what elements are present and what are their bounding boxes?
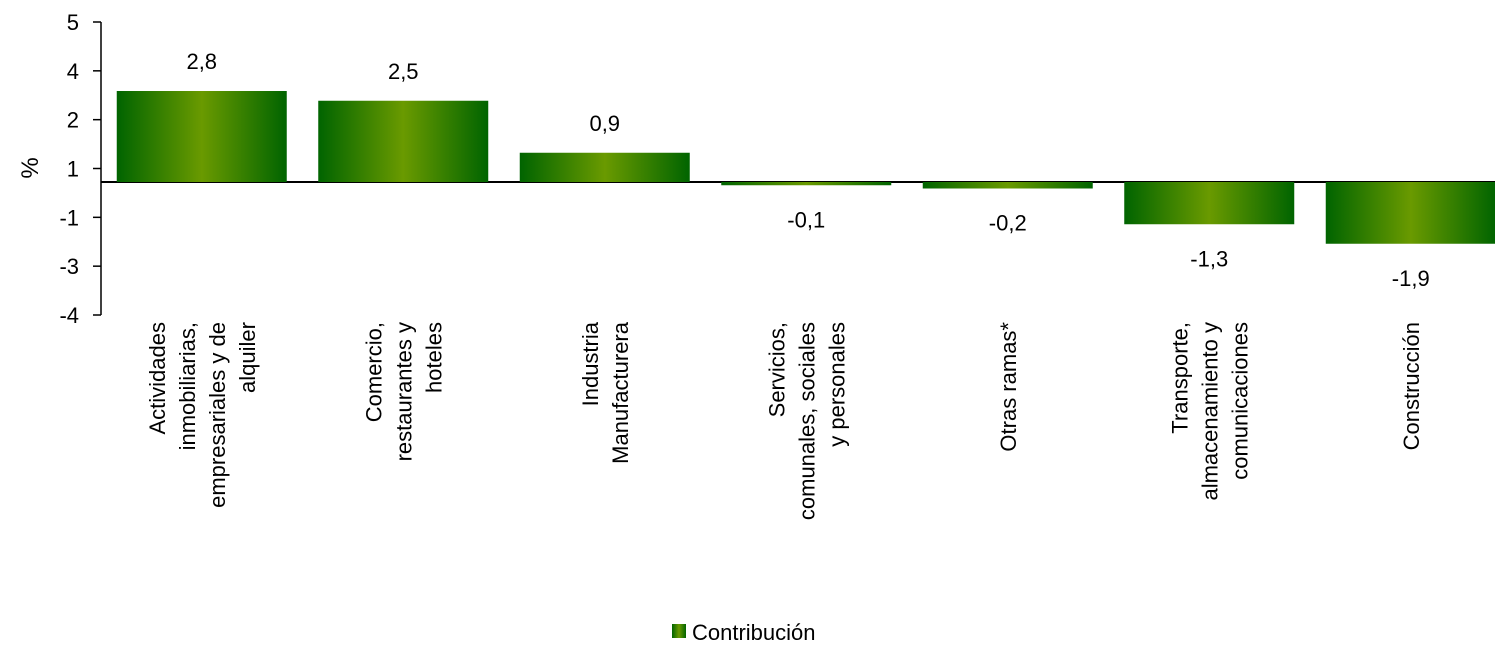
- category-label-line: inmobiliarias,: [175, 322, 200, 450]
- legend: Contribución: [672, 620, 816, 645]
- legend-swatch: [672, 624, 686, 638]
- category-label-line: restaurantes y: [391, 322, 416, 461]
- y-tick-label: -3: [59, 254, 79, 279]
- category-label-line: Comercio,: [361, 322, 386, 422]
- bar: [519, 152, 690, 182]
- bar: [318, 100, 489, 182]
- category-label: Industria Manufacturera: [578, 321, 633, 464]
- category-label-line: Transporte,: [1167, 322, 1192, 434]
- category-label-line: y personales: [824, 322, 849, 447]
- data-label: 2,5: [388, 59, 419, 84]
- category-label: Transporte, almacenamiento y comunicacione…: [1167, 322, 1252, 501]
- category-label-line: empresariales y de: [205, 322, 230, 508]
- category-label-line: Industria: [578, 321, 603, 406]
- bar: [116, 91, 287, 182]
- data-label: -0,1: [787, 207, 825, 232]
- category-label-line: comunales, sociales: [794, 322, 819, 520]
- legend-label: Contribución: [692, 620, 816, 645]
- category-label-line: hoteles: [421, 322, 446, 393]
- category-label-line: Servicios,: [764, 322, 789, 417]
- y-axis-title: %: [17, 157, 44, 178]
- data-label: -1,3: [1190, 246, 1228, 271]
- bar: [922, 182, 1093, 189]
- category-label: Comercio, restaurantes y hoteles: [361, 322, 446, 461]
- bar: [1124, 182, 1295, 225]
- data-label: 0,9: [589, 111, 620, 136]
- category-labels: Actividades inmobiliarias, empresariales y…: [145, 321, 1424, 520]
- y-tick-label: -1: [59, 205, 79, 230]
- data-labels: 2,8 2,5 0,9 -0,1 -0,2 -1,3 -1,9: [186, 49, 1429, 291]
- category-label-line: Manufacturera: [608, 321, 633, 464]
- y-tick-label: 2: [67, 108, 79, 133]
- category-label-line: comunicaciones: [1227, 322, 1252, 480]
- y-tick-label: 5: [67, 10, 79, 35]
- y-tick-label: 4: [67, 59, 79, 84]
- category-label-line: Actividades: [145, 322, 170, 435]
- category-label-line: Otras ramas*: [996, 322, 1021, 452]
- data-label: 2,8: [186, 49, 217, 74]
- category-label: Servicios, comunales, sociales y personale…: [764, 322, 849, 520]
- y-tick-label: -4: [59, 303, 79, 328]
- data-label: -1,9: [1392, 266, 1430, 291]
- category-label-line: alquiler: [235, 322, 260, 393]
- data-label: -0,2: [989, 211, 1027, 236]
- bar: [1325, 182, 1495, 244]
- bar: [721, 182, 892, 186]
- category-label: Otras ramas*: [996, 322, 1021, 452]
- category-label: Construcción: [1399, 322, 1424, 450]
- category-label-line: Construcción: [1399, 322, 1424, 450]
- category-label-line: almacenamiento y: [1197, 322, 1222, 501]
- category-label: Actividades inmobiliarias, empresariales y…: [145, 322, 260, 508]
- bars: [116, 91, 1495, 244]
- y-tick-label: 1: [67, 157, 79, 182]
